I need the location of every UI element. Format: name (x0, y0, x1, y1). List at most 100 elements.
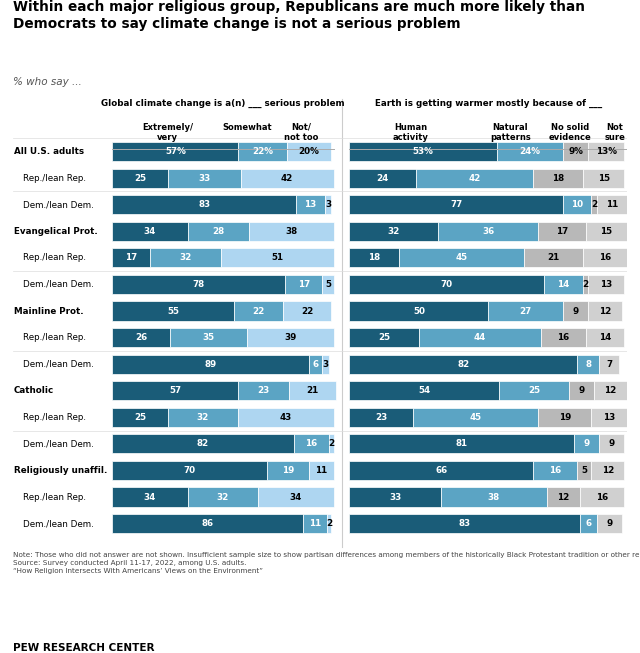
Bar (303, 514, 327, 534)
Text: Note: Those who did not answer are not shown. Insufficient sample size to show p: Note: Those who did not answer are not s… (13, 552, 640, 574)
Text: 9: 9 (606, 519, 612, 528)
Text: 13: 13 (304, 200, 316, 209)
Text: 25: 25 (528, 386, 540, 395)
Text: 7: 7 (606, 360, 612, 369)
Text: 21: 21 (307, 386, 319, 395)
Text: 15: 15 (598, 174, 610, 183)
Bar (588, 302, 621, 321)
Bar (239, 142, 287, 161)
Text: Catholic: Catholic (14, 386, 54, 395)
Text: Dem./lean Dem.: Dem./lean Dem. (23, 200, 94, 209)
Bar (577, 355, 600, 374)
Text: 28: 28 (212, 227, 225, 236)
Text: Natural
patterns: Natural patterns (490, 123, 531, 142)
Bar (113, 514, 303, 534)
Text: 51: 51 (271, 253, 283, 263)
Text: 33: 33 (389, 492, 401, 502)
Text: Global climate change is a(n) ___ serious problem: Global climate change is a(n) ___ seriou… (101, 99, 345, 108)
Text: 8: 8 (586, 360, 591, 369)
Text: 11: 11 (308, 519, 321, 528)
Bar (113, 302, 234, 321)
Bar (541, 328, 586, 347)
Text: 16: 16 (599, 253, 611, 263)
Bar (524, 248, 583, 268)
Bar (113, 328, 170, 347)
Text: 78: 78 (193, 280, 205, 289)
Bar (170, 328, 247, 347)
Bar (532, 461, 577, 480)
Text: 77: 77 (451, 200, 463, 209)
Text: 38: 38 (488, 492, 500, 502)
Bar (416, 168, 532, 187)
Bar (563, 195, 591, 214)
Bar (580, 514, 596, 534)
Bar (113, 461, 267, 480)
Text: 34: 34 (144, 492, 156, 502)
Bar (349, 434, 575, 453)
Text: Rep./lean Rep.: Rep./lean Rep. (23, 253, 86, 263)
Bar (499, 381, 569, 400)
Bar (323, 275, 333, 294)
Text: 16: 16 (557, 333, 570, 342)
Bar (349, 195, 563, 214)
Bar (580, 488, 625, 507)
Bar (323, 355, 329, 374)
Text: 21: 21 (547, 253, 560, 263)
Text: 45: 45 (456, 253, 468, 263)
Text: 12: 12 (599, 306, 611, 315)
Text: 5: 5 (581, 466, 587, 475)
Text: 25: 25 (134, 413, 146, 422)
Bar (349, 222, 438, 241)
Text: 38: 38 (285, 227, 298, 236)
Bar (113, 488, 188, 507)
Bar (497, 142, 563, 161)
Text: 35: 35 (202, 333, 214, 342)
Text: 55: 55 (167, 306, 179, 315)
Bar (267, 461, 309, 480)
Text: 32: 32 (197, 413, 209, 422)
Text: Religiously unaffil.: Religiously unaffil. (14, 466, 108, 475)
Text: 43: 43 (280, 413, 292, 422)
Text: Dem./lean Dem.: Dem./lean Dem. (23, 519, 94, 528)
Text: 70: 70 (184, 466, 196, 475)
Text: 17: 17 (125, 253, 137, 263)
Bar (283, 302, 332, 321)
Text: 23: 23 (375, 413, 388, 422)
Text: Rep./lean Rep.: Rep./lean Rep. (23, 174, 86, 183)
Text: 70: 70 (440, 280, 452, 289)
Bar (259, 488, 333, 507)
Text: Rep./lean Rep.: Rep./lean Rep. (23, 492, 86, 502)
Text: 2: 2 (326, 519, 332, 528)
Text: 82: 82 (458, 360, 469, 369)
Text: 10: 10 (571, 200, 583, 209)
Bar (488, 302, 563, 321)
Text: PEW RESEARCH CENTER: PEW RESEARCH CENTER (13, 643, 154, 653)
Bar (349, 142, 497, 161)
Bar (113, 195, 296, 214)
Text: 44: 44 (474, 333, 486, 342)
Text: 19: 19 (559, 413, 571, 422)
Bar (600, 355, 619, 374)
Text: Evangelical Prot.: Evangelical Prot. (14, 227, 98, 236)
Text: 34: 34 (144, 227, 156, 236)
Bar (349, 328, 419, 347)
Bar (150, 248, 221, 268)
Text: Not/
not too: Not/ not too (284, 123, 319, 142)
Text: 16: 16 (549, 466, 561, 475)
Text: 17: 17 (298, 280, 310, 289)
Bar (113, 275, 285, 294)
Bar (586, 328, 625, 347)
Text: 22: 22 (301, 306, 313, 315)
Bar (586, 222, 627, 241)
Text: Rep./lean Rep.: Rep./lean Rep. (23, 333, 86, 342)
Bar (349, 488, 441, 507)
Text: 9: 9 (579, 386, 584, 395)
Text: 25: 25 (378, 333, 390, 342)
Text: 14: 14 (599, 333, 611, 342)
Bar (349, 168, 416, 187)
Bar (113, 222, 188, 241)
Bar (594, 381, 627, 400)
Bar (583, 168, 625, 187)
Bar (596, 514, 621, 534)
Text: 3: 3 (323, 360, 329, 369)
